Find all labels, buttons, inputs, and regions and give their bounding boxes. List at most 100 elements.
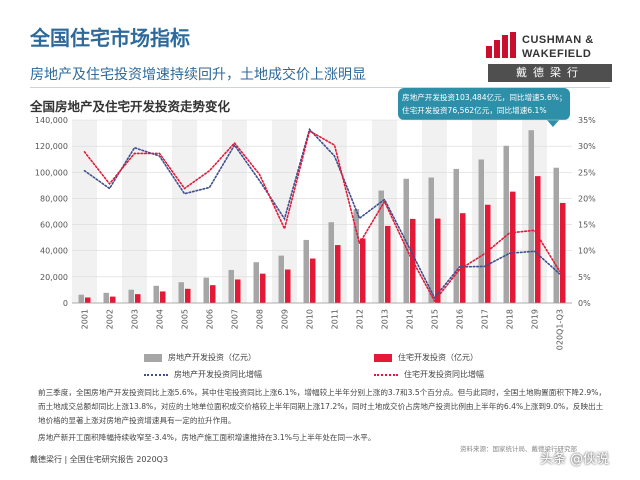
- bar-residential-investment: [385, 225, 391, 303]
- y-right-tick-label: 15%: [578, 221, 596, 230]
- column-band: [172, 120, 197, 303]
- y-left-tick-label: 120,000: [35, 142, 68, 151]
- legend-label-residential-growth: 住宅开发投资同比增幅: [404, 370, 484, 379]
- bar-residential-investment: [535, 176, 541, 303]
- column-band: [522, 120, 547, 303]
- chart-lines: [83, 127, 561, 303]
- bar-residential-investment: [460, 213, 466, 303]
- x-tick-label: 2003: [131, 309, 140, 329]
- bar-total-investment: [103, 292, 109, 303]
- page-footer: 戴德梁行 | 全国住宅研究报告 2020Q3: [30, 455, 169, 464]
- highlight-callout: 房地产开发投资103,484亿元，同比增速5.6%； 住宅开发投资76,562亿…: [398, 88, 570, 120]
- chart-legend: 房地产开发投资（亿元） 住宅开发投资（亿元） 房地产开发投资同比增幅 住宅开发投…: [144, 352, 544, 384]
- callout-line-1: 房地产开发投资103,484亿元，同比增速5.6%；: [402, 93, 567, 102]
- bar-total-investment: [328, 222, 334, 303]
- column-band: [372, 120, 397, 303]
- y-left-tick-label: 60,000: [40, 221, 68, 230]
- y-left-tick-label: 0: [63, 299, 68, 308]
- bar-residential-investment: [485, 204, 491, 303]
- bar-residential-investment: [85, 297, 91, 303]
- bar-total-investment: [528, 130, 534, 303]
- bar-residential-investment: [560, 202, 566, 303]
- y-left-tick-label: 100,000: [35, 168, 68, 177]
- company-logo: CUSHMAN & WAKEFIELD 戴德梁行: [486, 26, 614, 82]
- bar-residential-investment: [160, 291, 166, 303]
- bar-residential-investment: [335, 245, 341, 303]
- bar-total-investment: [478, 159, 484, 303]
- bar-residential-investment: [310, 258, 316, 303]
- y-right-tick-label: 35%: [578, 116, 596, 125]
- watermark-text: 头条 @侠说: [540, 452, 610, 467]
- bar-total-investment: [353, 209, 359, 303]
- y-right-tick-label: 10%: [578, 247, 596, 256]
- bar-total-investment: [203, 277, 209, 303]
- chart-title: 全国房地产及住宅开发投资走势变化: [30, 99, 231, 114]
- legend-swatch-gray: [144, 353, 162, 362]
- commentary-paragraph-1: 前三季度，全国房地产开发投资同比上涨5.6%，其中住宅投资同比上涨6.1%，增幅…: [38, 388, 607, 425]
- bar-residential-investment: [435, 218, 441, 303]
- legend-dots-navy: [144, 373, 168, 376]
- bar-total-investment: [303, 239, 309, 303]
- commentary-paragraph-2: 房地产新开工面积降幅持续收窄至-3.4%，房地产施工面积增速推持在3.1%与上半…: [38, 433, 376, 442]
- bar-residential-investment: [510, 191, 516, 303]
- commentary-text: 前三季度，全国房地产开发投资同比上涨5.6%，其中住宅投资同比上涨6.1%，增幅…: [38, 386, 610, 448]
- bar-total-investment: [153, 285, 159, 303]
- page-title: 全国住宅市场指标: [30, 26, 190, 50]
- data-source-note: 资料来源：国家统计局、戴德梁行研究部: [460, 445, 577, 453]
- bar-residential-investment: [210, 285, 216, 303]
- x-tick-label: 2017: [481, 309, 490, 329]
- bar-total-investment: [228, 269, 234, 303]
- x-tick-label: 2013: [381, 309, 390, 329]
- y-right-tick-label: 0%: [578, 299, 591, 308]
- bar-total-investment: [78, 294, 84, 303]
- x-tick-label: 2016: [456, 309, 465, 329]
- bar-residential-investment: [410, 218, 416, 303]
- logo-text-line1: CUSHMAN &: [522, 34, 594, 46]
- legend-swatch-red: [374, 353, 392, 362]
- x-tick-label: 2010: [306, 309, 315, 329]
- bar-total-investment: [128, 289, 134, 303]
- column-band: [222, 120, 247, 303]
- x-tick-label: 2014: [406, 309, 415, 329]
- x-tick-label: 2002: [106, 309, 115, 329]
- bar-residential-investment: [135, 294, 141, 303]
- y-left-tick-label: 80,000: [40, 194, 68, 203]
- bar-residential-investment: [360, 238, 366, 303]
- bar-residential-investment: [260, 273, 266, 303]
- line-residential-growth: [83, 129, 561, 303]
- x-tick-label: 2006: [206, 309, 215, 329]
- x-tick-label: 2015: [431, 309, 440, 329]
- bar-total-investment: [453, 168, 459, 303]
- line-total-growth: [83, 127, 561, 300]
- logo-text-line2: WAKEFIELD: [522, 48, 592, 60]
- x-tick-label: 2019: [531, 309, 540, 329]
- logo-mark-icon: [486, 32, 516, 58]
- y-left-tick-label: 20,000: [40, 273, 68, 282]
- bar-total-investment: [178, 282, 184, 303]
- bar-total-investment: [278, 255, 284, 303]
- legend-item-residential-investment: 住宅开发投资（亿元）: [374, 352, 478, 363]
- bar-residential-investment: [285, 269, 291, 303]
- chart-bars: [78, 130, 566, 303]
- investment-chart: 0 20,000 40,000 60,000 80,000 100,000 120,000 1…: [35, 116, 596, 350]
- legend-label-total-growth: 房地产开发投资同比增幅: [174, 370, 262, 379]
- x-tick-label: 2004: [156, 309, 165, 329]
- column-band: [422, 120, 447, 303]
- y-right-tick-label: 5%: [578, 273, 591, 282]
- legend-dots-red: [374, 373, 398, 376]
- y-left-tick-label: 40,000: [40, 247, 68, 256]
- column-band: [472, 120, 497, 303]
- bar-total-investment: [253, 262, 259, 303]
- y-right-tick-label: 25%: [578, 168, 596, 177]
- y-right-tick-label: 20%: [578, 194, 596, 203]
- legend-item-total-growth: 房地产开发投资同比增幅: [144, 369, 262, 380]
- legend-label-total-investment: 房地产开发投资（亿元）: [168, 353, 256, 362]
- chart-axes: 0 20,000 40,000 60,000 80,000 100,000 120,000 1…: [35, 116, 596, 350]
- y-right-tick-label: 30%: [578, 142, 596, 151]
- header-divider: [30, 87, 610, 88]
- chart-gridlines: [72, 119, 572, 304]
- page-subtitle: 房地产及住宅投资增速持续回升，土地成交价上涨明显: [30, 67, 366, 83]
- x-tick-label: 2005: [181, 309, 190, 329]
- bar-residential-investment: [110, 296, 116, 303]
- column-band: [322, 120, 347, 303]
